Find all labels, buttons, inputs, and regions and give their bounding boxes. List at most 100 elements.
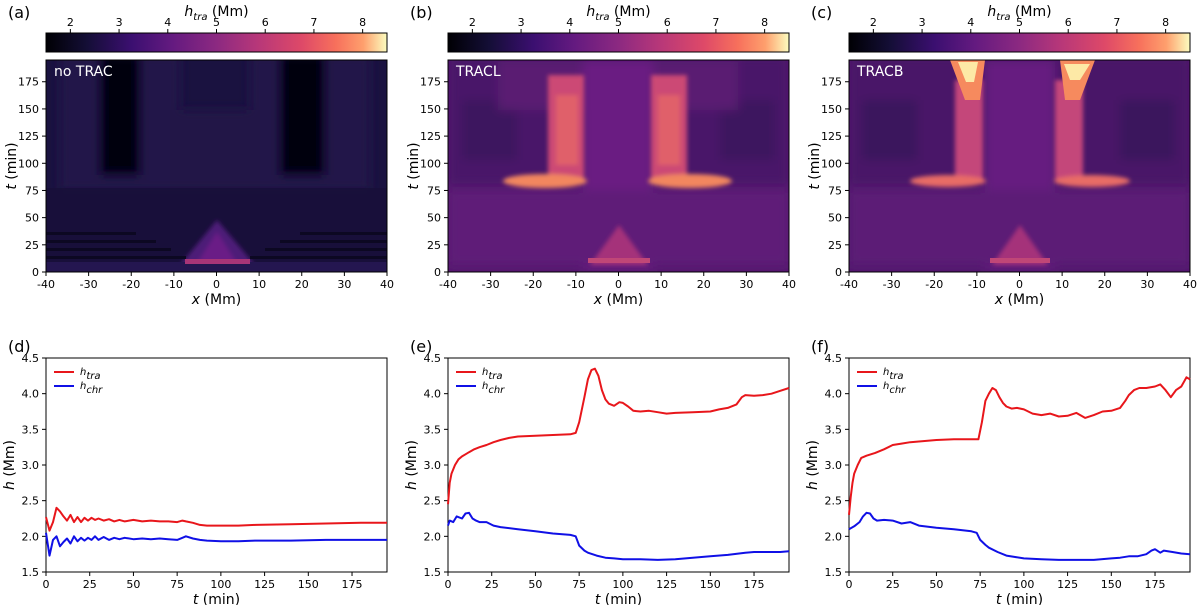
x-tick-label: 75 (170, 578, 184, 591)
x-tick-label: -10 (165, 278, 183, 291)
y-tick-label: 25 (25, 239, 39, 252)
axes-b: -40 -30 -20 -10 0 10 20 30 40 0 25 50 75 100 125 150 175… (406, 76, 796, 308)
colorbar-a: 2 3 4 5 6 7 8 htra (Mm) (45, 4, 388, 53)
colorbar-tick-label: 2 (870, 16, 877, 29)
x-tick-label: 125 (656, 578, 677, 591)
legend-label-tra: htra (883, 367, 904, 382)
x-axis-label-var: x (994, 292, 1004, 308)
colorbar-tick-label: 6 (664, 16, 671, 29)
panel-c-label: (c) (811, 3, 832, 22)
y-tick-label: 25 (427, 239, 441, 252)
colorbar-label-unit: (Mm) (207, 4, 248, 20)
colorbar-gradient (848, 32, 1191, 53)
y-tick-label: 0 (835, 266, 842, 279)
x-axis-label: x (Mm) (994, 292, 1044, 308)
y-axis-label: t (min) (406, 142, 422, 189)
x-tick-label: -20 (122, 278, 140, 291)
colorbar-tick-label: 8 (359, 16, 366, 29)
x-tick-label: 0 (1016, 278, 1023, 291)
y-tick-label: 50 (427, 212, 441, 225)
legend-label-tra-var: h (80, 367, 86, 378)
y-tick-label: 3.0 (825, 459, 843, 472)
y-tick-label: 175 (18, 76, 39, 89)
axes-d: 0 25 50 75 100 125 150 175 1.5 2.0 2.5 3.0 3.5 4.0 4.5… (2, 352, 363, 605)
x-axis-label: t (min) (996, 592, 1043, 605)
panel-a-label: (a) (8, 3, 30, 22)
y-tick-label: 100 (18, 157, 39, 170)
x-tick-label: -40 (439, 278, 457, 291)
heatmap-c-image (849, 60, 1190, 272)
panel-e-label: (e) (410, 337, 432, 356)
panel-c: (c) 2 3 4 5 6 7 8 htra (Mm) (807, 3, 1197, 308)
y-axis-label-var: h (2, 481, 18, 490)
x-axis-label-var: t (595, 592, 601, 605)
legend-label-tra-sub: tra (889, 371, 903, 382)
x-tick-label: 175 (744, 578, 765, 591)
legend-label-tra-sub: tra (488, 371, 502, 382)
y-tick-label: 2.0 (825, 530, 843, 543)
x-tick-label: 125 (254, 578, 275, 591)
y-tick-label: 4.5 (825, 352, 843, 365)
x-tick-label: 0 (445, 578, 452, 591)
panel-a: (a) 2 3 4 5 6 7 8 htra (Mm) (4, 3, 394, 308)
x-tick-label: -10 (968, 278, 986, 291)
x-tick-label: 150 (1101, 578, 1122, 591)
x-tick-label: 175 (342, 578, 363, 591)
series-line-chr (447, 511, 790, 561)
colorbar-label-unit: (Mm) (609, 4, 650, 20)
colorbar-label-sub: tra (996, 12, 1010, 23)
x-axis-label-unit: (Mm) (602, 292, 643, 308)
x-axis-label: x (Mm) (593, 292, 643, 308)
x-tick-label: 75 (572, 578, 586, 591)
y-axis-label-unit: (Mm) (404, 440, 420, 481)
y-tick-label: 3.0 (424, 459, 442, 472)
y-tick-label: 3.5 (424, 423, 442, 436)
legend-label-tra: htra (80, 367, 101, 382)
series-d (45, 506, 387, 557)
series-line-chr (45, 532, 387, 557)
legend-label-chr-var: h (883, 381, 889, 392)
y-axis-label: h (Mm) (805, 440, 821, 490)
x-tick-label: 40 (1183, 278, 1197, 291)
y-axis-label-unit: (Mm) (805, 440, 821, 481)
panel-d-label: (d) (8, 337, 31, 356)
colorbar-c: 2 3 4 5 6 7 8 htra (Mm) (848, 4, 1191, 53)
x-tick-label: -10 (567, 278, 585, 291)
x-axis-label: t (min) (193, 592, 240, 605)
panel-d: (d) 0 25 50 75 100 125 150 175 1.5 2.0 2.5 3.0 3.5 4.… (2, 337, 388, 605)
axes-f: 0 25 50 75 100 125 150 175 1.5 2.0 2.5 3.0 3.5 4.0 4.5… (805, 352, 1166, 605)
colorbar-b: 2 3 4 5 6 7 8 htra (Mm) (447, 4, 790, 53)
y-tick-label: 0 (434, 266, 441, 279)
y-tick-label: 25 (828, 239, 842, 252)
legend-label-chr-var: h (482, 381, 488, 392)
y-axis-label-var: h (805, 481, 821, 490)
colorbar-tick-label: 6 (262, 16, 269, 29)
y-tick-label: 125 (821, 130, 842, 143)
y-tick-label: 3.0 (22, 459, 40, 472)
x-tick-label: 0 (43, 578, 50, 591)
panel-e: (e) 0 25 50 75 100 125 150 175 1.5 2.0 2.5 3.0 3.5 4.… (404, 337, 790, 605)
series-f (848, 376, 1191, 561)
y-tick-label: 75 (828, 184, 842, 197)
series-line-tra (447, 367, 790, 505)
x-tick-label: 30 (1140, 278, 1154, 291)
x-tick-label: 20 (295, 278, 309, 291)
x-tick-label: 10 (654, 278, 668, 291)
x-axis-label-unit: (min) (198, 592, 240, 605)
series-e (447, 367, 790, 561)
y-tick-label: 175 (420, 76, 441, 89)
series-line-chr (848, 511, 1191, 561)
x-axis-label-unit: (min) (1001, 592, 1043, 605)
colorbar-tick-label: 7 (712, 16, 719, 29)
y-axis-label-unit: (Mm) (2, 440, 18, 481)
x-tick-label: 20 (697, 278, 711, 291)
x-axis-label: t (min) (595, 592, 642, 605)
colorbar-tick-label: 3 (919, 16, 926, 29)
x-tick-label: 40 (380, 278, 394, 291)
x-tick-label: 100 (1013, 578, 1034, 591)
y-tick-label: 2.5 (22, 495, 40, 508)
x-axis-label-var: x (593, 292, 603, 308)
colorbar-tick-label: 3 (116, 16, 123, 29)
y-tick-label: 175 (821, 76, 842, 89)
